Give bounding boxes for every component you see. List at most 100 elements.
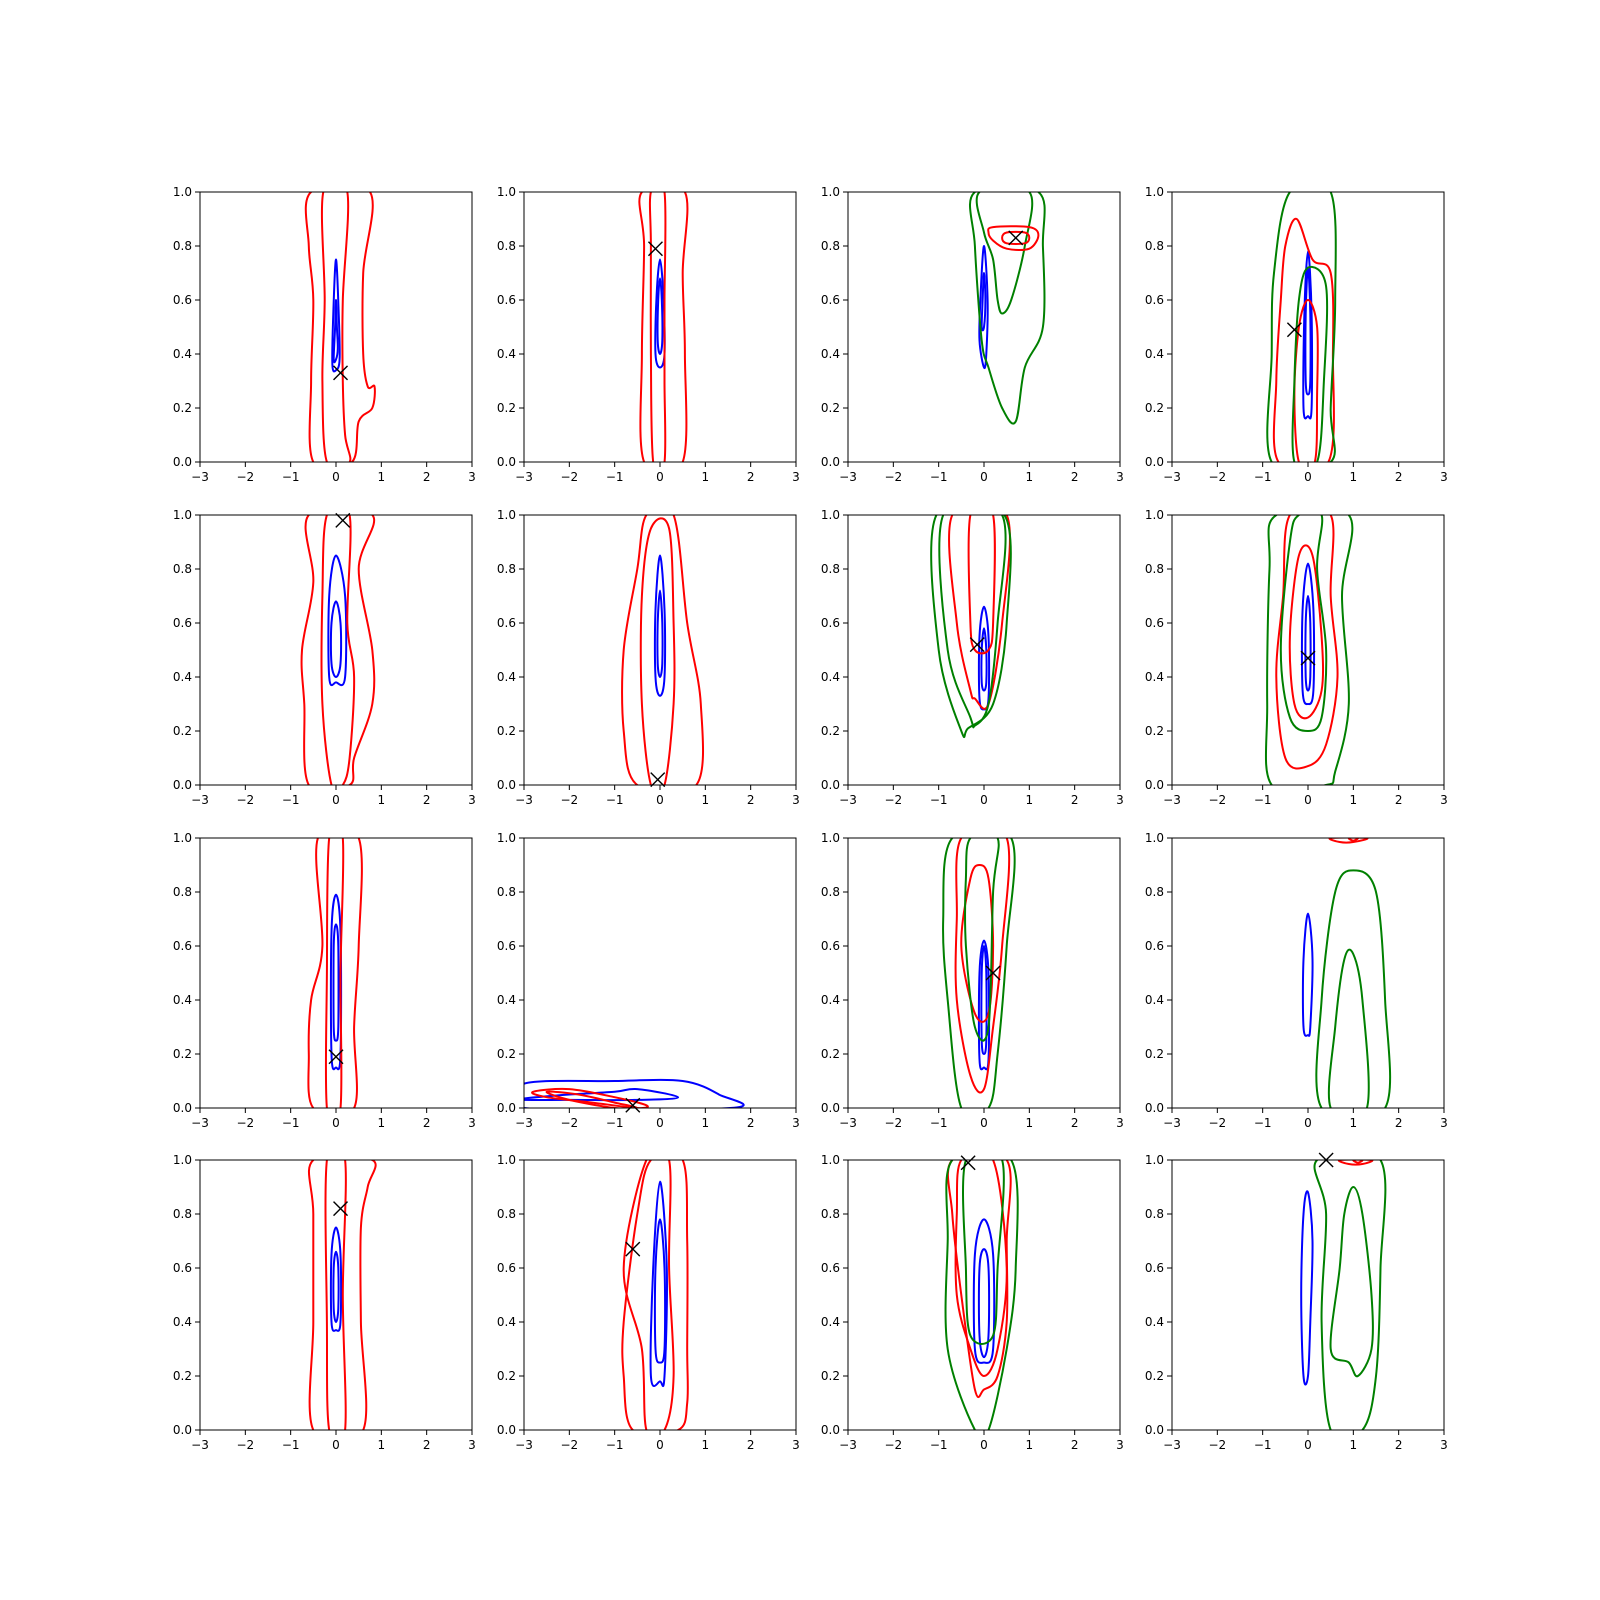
y-tick-label: 0.4 (821, 670, 840, 684)
y-tick-label: 1.0 (1145, 831, 1164, 845)
x-tick-label: −3 (1163, 1116, 1181, 1130)
y-tick-label: 0.6 (497, 293, 516, 307)
contour-blue-0 (332, 1250, 340, 1323)
plot-area (944, 1160, 1019, 1430)
x-tick-label: 2 (423, 793, 431, 807)
x-tick-label: 2 (747, 793, 755, 807)
y-tick-label: 0.4 (821, 347, 840, 361)
contour-green-1 (1329, 1186, 1374, 1378)
x-marker (625, 1241, 641, 1257)
x-tick-label: 0 (656, 1438, 664, 1452)
y-tick-label: 0.6 (821, 616, 840, 630)
x-tick-label: −3 (191, 1116, 209, 1130)
x-tick-label: −1 (930, 1438, 948, 1452)
x-tick-label: 0 (332, 470, 340, 484)
x-tick-label: 3 (468, 470, 476, 484)
plot-area (638, 192, 689, 462)
contour-red-3 (946, 1160, 1012, 1399)
contour-blue-0 (980, 945, 988, 1055)
x-tick-label: 3 (468, 1438, 476, 1452)
axes-frame (847, 514, 1121, 786)
x-tick-label: 0 (332, 1438, 340, 1452)
x-tick-label: 0 (1304, 470, 1312, 484)
contour-green-2 (1315, 869, 1392, 1108)
y-tick-label: 0.2 (1145, 1369, 1164, 1383)
x-tick-label: 1 (702, 470, 710, 484)
axes-frame (523, 1159, 797, 1431)
y-tick-label: 0.2 (821, 724, 840, 738)
x-tick-label: −1 (606, 793, 624, 807)
plot-area (304, 192, 376, 462)
y-tick-label: 0.8 (497, 885, 516, 899)
contour-red-3 (1272, 217, 1335, 462)
x-marker (1008, 230, 1024, 246)
y-tick-label: 0.2 (1145, 1047, 1164, 1061)
plot-area (942, 838, 1016, 1108)
contour-green-4 (1291, 265, 1329, 462)
x-tick-label: 2 (1395, 793, 1403, 807)
axes-frame (1171, 1159, 1445, 1431)
y-tick-label: 0.2 (497, 724, 516, 738)
panel-r1-c1: −3 −2 −1 0 1 2 3 0.0 0.2 0.4 0.6 0.8 1.0 (497, 508, 800, 807)
y-tick-label: 1.0 (1145, 185, 1164, 199)
x-tick-label: 0 (1304, 1438, 1312, 1452)
x-tick-label: 1 (1026, 1116, 1034, 1130)
y-tick-label: 0.0 (821, 1101, 840, 1115)
contour-blue-0 (1304, 266, 1312, 396)
contour-green-4 (962, 1160, 1005, 1345)
x-tick-label: −3 (191, 793, 209, 807)
y-tick-label: 0.8 (821, 562, 840, 576)
y-tick-label: 0.0 (821, 455, 840, 469)
x-marker (333, 365, 349, 381)
x-tick-label: 2 (423, 1116, 431, 1130)
axes-frame (1171, 191, 1445, 463)
y-tick-label: 0.6 (1145, 616, 1164, 630)
panel-r0-c3: −3 −2 −1 0 1 2 3 0.0 0.2 0.4 0.6 0.8 1.0 (1145, 185, 1448, 484)
x-tick-label: 3 (468, 793, 476, 807)
x-tick-label: 2 (1395, 1438, 1403, 1452)
y-tick-label: 0.0 (173, 455, 192, 469)
y-tick-label: 0.0 (821, 778, 840, 792)
x-tick-label: −1 (930, 1116, 948, 1130)
y-tick-label: 0.0 (1145, 1101, 1164, 1115)
y-tick-label: 1.0 (497, 185, 516, 199)
y-tick-label: 0.8 (173, 239, 192, 253)
contour-green-5 (1266, 192, 1337, 462)
y-tick-label: 0.0 (497, 1423, 516, 1437)
contour-red-2 (324, 838, 345, 1108)
x-tick-label: −1 (930, 793, 948, 807)
y-tick-label: 0.6 (173, 293, 192, 307)
contour-blue-0 (332, 923, 340, 1042)
contour-blue-0 (977, 1248, 991, 1359)
y-tick-label: 0.6 (1145, 939, 1164, 953)
contour-blue-0 (329, 600, 343, 678)
plot-area (930, 515, 1012, 739)
y-tick-label: 0.0 (821, 1423, 840, 1437)
contour-red-3 (1337, 1160, 1374, 1166)
x-tick-label: −1 (606, 1116, 624, 1130)
x-tick-label: −2 (1208, 793, 1226, 807)
x-tick-label: 3 (792, 1116, 800, 1130)
y-tick-label: 0.8 (1145, 239, 1164, 253)
x-tick-label: −3 (191, 470, 209, 484)
x-marker (650, 772, 666, 788)
y-tick-label: 0.6 (173, 616, 192, 630)
contour-blue-1 (980, 272, 987, 332)
x-tick-label: −3 (839, 1116, 857, 1130)
y-tick-label: 1.0 (173, 831, 192, 845)
y-tick-label: 0.4 (1145, 347, 1164, 361)
panel-r2-c3: −3 −2 −1 0 1 2 3 0.0 0.2 0.4 0.6 0.8 1.0 (1145, 831, 1448, 1130)
x-tick-label: −1 (1254, 470, 1272, 484)
panel-r1-c2: −3 −2 −1 0 1 2 3 0.0 0.2 0.4 0.6 0.8 1.0 (821, 508, 1124, 807)
contour-red-4 (1347, 838, 1359, 842)
y-tick-label: 0.0 (497, 1101, 516, 1115)
y-tick-label: 1.0 (821, 185, 840, 199)
y-tick-label: 0.6 (497, 1261, 516, 1275)
y-tick-label: 0.4 (173, 1315, 192, 1329)
x-tick-label: −2 (236, 793, 254, 807)
plot-area (621, 515, 705, 785)
x-tick-label: −1 (282, 470, 300, 484)
x-tick-label: −2 (236, 470, 254, 484)
x-tick-label: −3 (1163, 470, 1181, 484)
x-tick-label: 3 (792, 470, 800, 484)
